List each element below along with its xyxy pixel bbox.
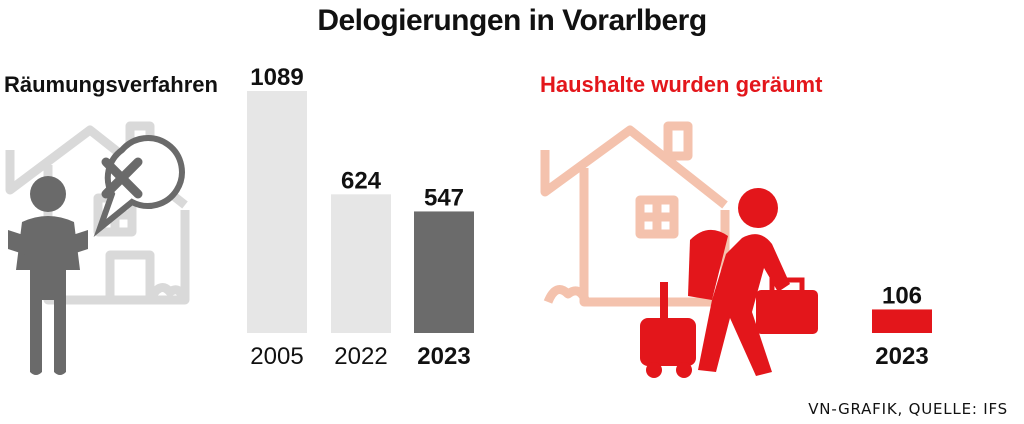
- bar-2022: [331, 194, 391, 333]
- house-peach-icon: [540, 121, 730, 307]
- right-bar-chart: 106 2023: [872, 282, 932, 370]
- bar-haushalte-2023: [872, 309, 932, 333]
- source-note: VN-GRAFIK, QUELLE: IFS: [808, 400, 1008, 418]
- value-label-2005: 1089: [250, 64, 303, 91]
- right-chart-subtitle: Haushalte wurden geräumt: [540, 72, 823, 97]
- chart-title: Delogierungen in Vorarlberg: [317, 4, 707, 37]
- bar-2005: [247, 91, 307, 333]
- category-label-2005: 2005: [250, 343, 303, 370]
- category-label-haushalte-2023: 2023: [875, 343, 928, 370]
- person-reading-icon: [8, 176, 88, 375]
- bar-2023: [414, 211, 474, 333]
- value-label-haushalte-2023: 106: [882, 282, 922, 309]
- value-label-2023: 547: [424, 184, 464, 211]
- category-label-2022: 2022: [334, 343, 387, 370]
- left-bar-chart: 1089 2005 624 2022 547 2023: [247, 64, 474, 370]
- value-label-2022: 624: [341, 167, 382, 194]
- left-chart-subtitle: Räumungsverfahren: [4, 72, 218, 97]
- category-label-2023: 2023: [417, 343, 470, 370]
- speech-bubble-x-icon: [93, 134, 185, 238]
- person-luggage-icon: [640, 188, 818, 378]
